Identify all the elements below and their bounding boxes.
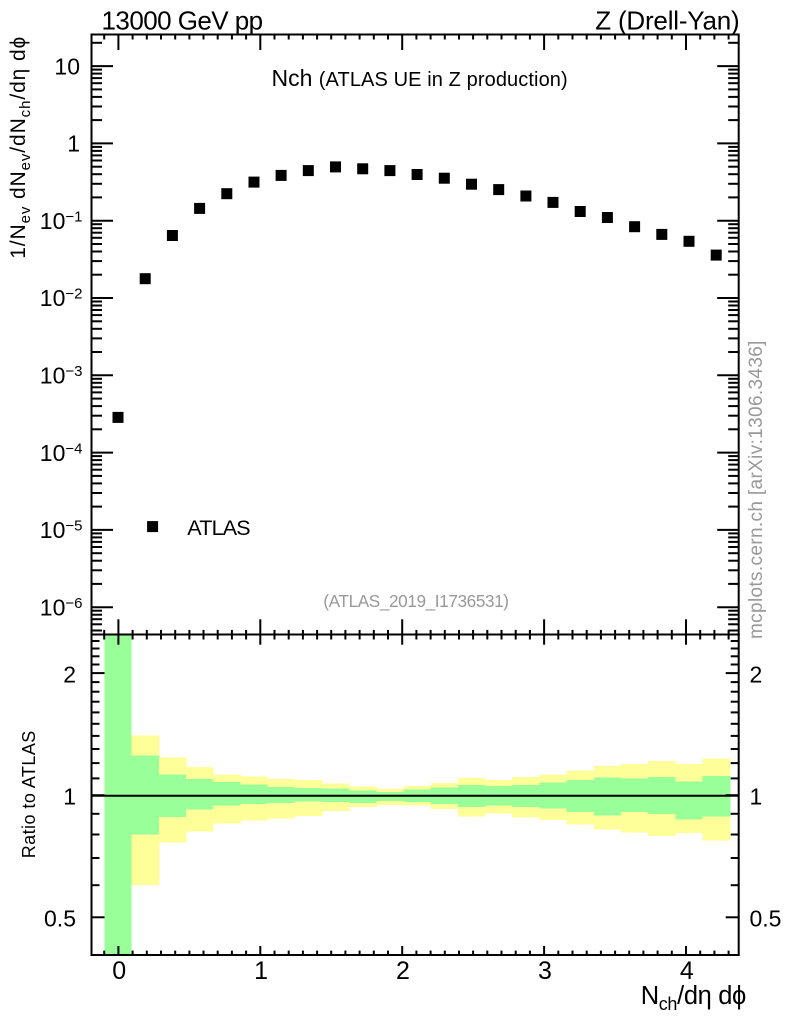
svg-text:13000 GeV pp: 13000 GeV pp <box>102 5 263 35</box>
svg-text:0: 0 <box>112 957 126 985</box>
svg-text:2: 2 <box>396 957 410 985</box>
svg-text:1: 1 <box>67 131 80 157</box>
svg-text:1/Nev dNev/dNch/dη dϕ: 1/Nev dNev/dNch/dη dϕ <box>7 36 34 259</box>
svg-text:10−6: 10−6 <box>40 594 83 620</box>
svg-text:Ratio to ATLAS: Ratio to ATLAS <box>19 730 39 858</box>
svg-text:1: 1 <box>254 957 268 985</box>
svg-text:4: 4 <box>680 957 694 985</box>
svg-text:Nch (ATLAS UE in Z production): Nch (ATLAS UE in Z production) <box>272 65 568 91</box>
svg-text:mcplots.cern.ch [arXiv:1306.34: mcplots.cern.ch [arXiv:1306.3436] <box>746 340 767 639</box>
svg-text:2: 2 <box>63 662 76 688</box>
svg-text:2: 2 <box>750 662 763 688</box>
svg-text:Z (Drell-Yan): Z (Drell-Yan) <box>595 5 739 35</box>
svg-text:3: 3 <box>538 957 552 985</box>
svg-text:1: 1 <box>750 784 763 810</box>
svg-text:10−5: 10−5 <box>40 517 83 543</box>
svg-text:1: 1 <box>63 784 76 810</box>
svg-text:(ATLAS_2019_I1736531): (ATLAS_2019_I1736531) <box>323 591 508 611</box>
svg-text:Nch/dη dϕ: Nch/dη dϕ <box>641 982 746 1014</box>
svg-text:10: 10 <box>54 53 80 79</box>
svg-text:0.5: 0.5 <box>44 906 76 932</box>
svg-text:ATLAS: ATLAS <box>187 516 250 540</box>
svg-text:0.5: 0.5 <box>750 906 782 932</box>
